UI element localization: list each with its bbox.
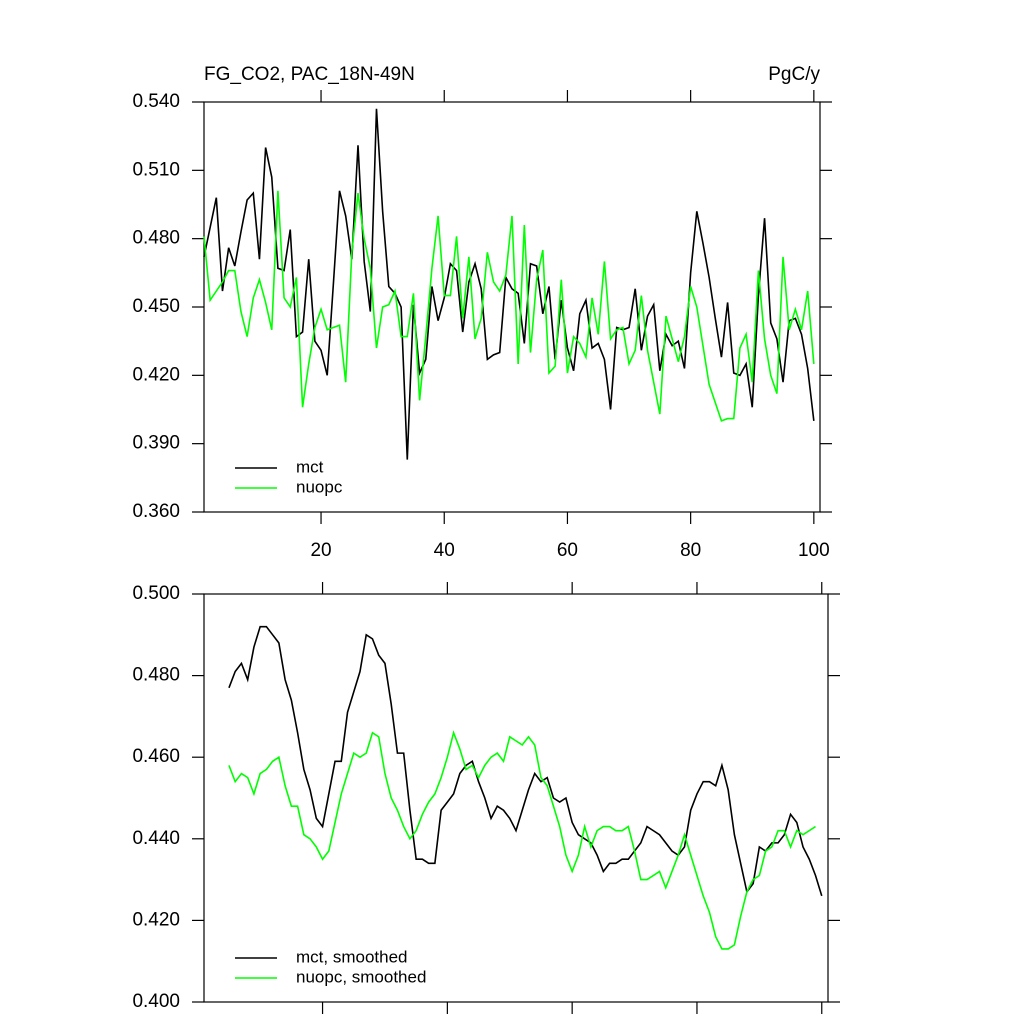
y-tick-label: 0.480	[132, 665, 180, 686]
chart-title: FG_CO2, PAC_18N-49N	[204, 64, 415, 85]
y-tick-label: 0.400	[132, 991, 180, 1012]
units-label: PgC/y	[768, 64, 820, 85]
series-line	[228, 730, 816, 950]
y-tick-label: 0.460	[132, 746, 180, 767]
y-tick-label: 0.440	[132, 828, 180, 849]
x-tick-label: 60	[557, 540, 578, 561]
y-tick-label: 0.500	[132, 583, 180, 604]
legend-label: mct, smoothed	[296, 947, 408, 966]
y-tick-label: 0.510	[132, 159, 180, 180]
y-tick-label: 0.540	[132, 91, 180, 112]
y-tick-label: 0.360	[132, 501, 180, 522]
series-line	[203, 108, 815, 460]
legend-label: nuopc	[296, 477, 343, 496]
plot-frame	[203, 593, 829, 1003]
y-tick-label: 0.420	[132, 364, 180, 385]
y-tick-label: 0.390	[132, 433, 180, 454]
legend-label: mct	[296, 457, 324, 476]
series-line	[203, 190, 815, 422]
y-tick-label: 0.420	[132, 909, 180, 930]
x-tick-label: 80	[680, 540, 701, 561]
y-tick-label: 0.450	[132, 296, 180, 317]
x-tick-label: 100	[798, 540, 830, 561]
x-tick-label: 20	[310, 540, 331, 561]
y-tick-label: 0.480	[132, 228, 180, 249]
legend-label: nuopc, smoothed	[296, 967, 426, 986]
x-tick-label: 40	[434, 540, 455, 561]
series-line	[228, 625, 823, 897]
